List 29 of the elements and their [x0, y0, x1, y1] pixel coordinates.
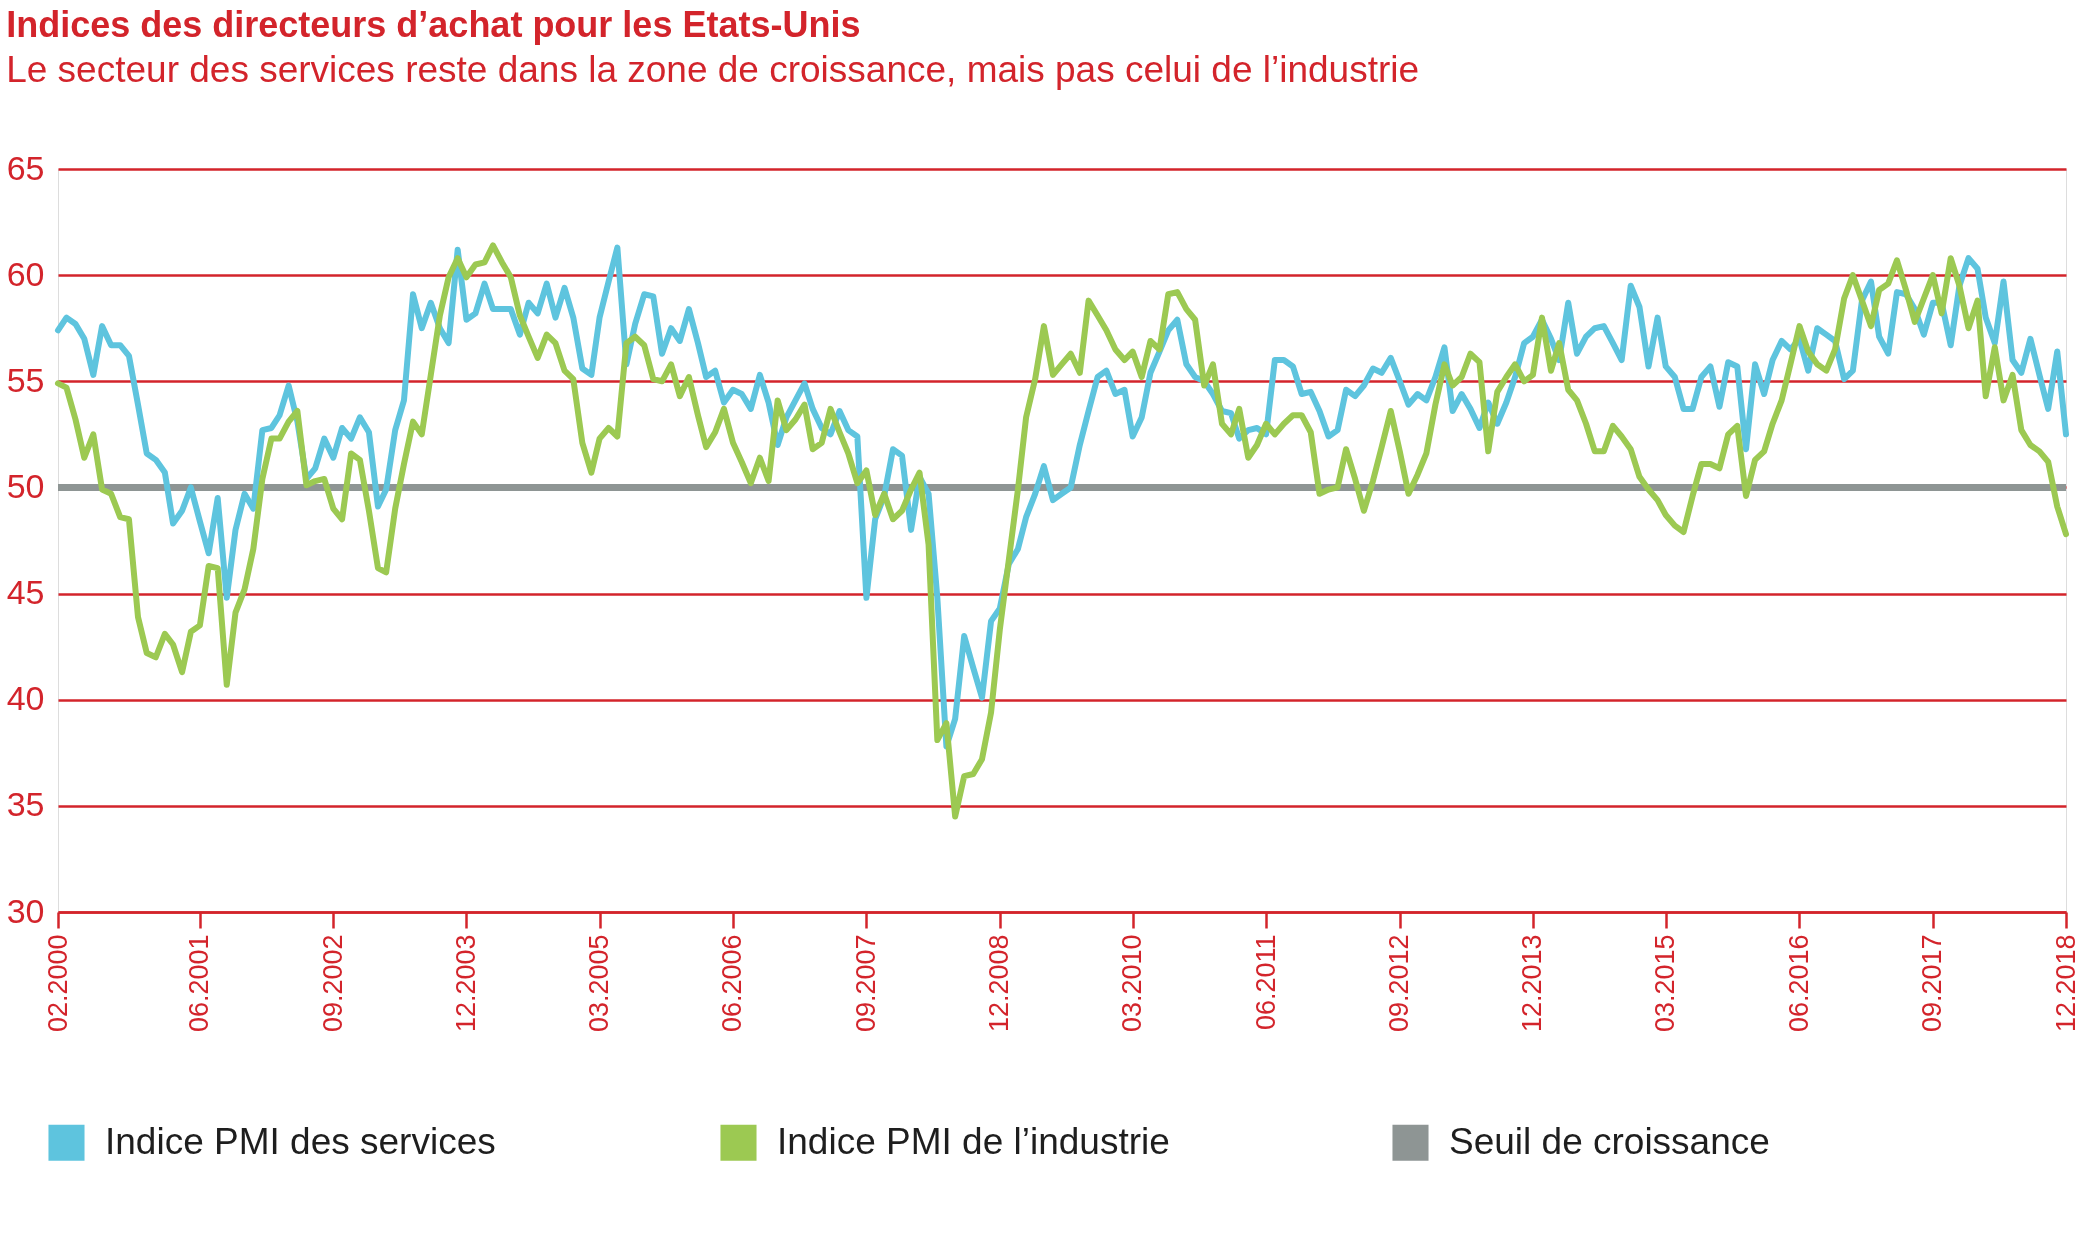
- chart-subtitle: Le secteur des services reste dans la zone de croissance, mais pas celui de l’industrie: [6, 49, 1420, 90]
- y-tick-label: 55: [6, 360, 45, 399]
- x-tick-label: 12.2018: [2050, 934, 2081, 1033]
- x-tick-label: 03.2005: [584, 934, 615, 1033]
- x-tick-label: 12.2003: [450, 934, 481, 1033]
- legend-label: Indice PMI des services: [105, 1120, 496, 1162]
- x-tick-label: 06.2006: [717, 934, 748, 1033]
- x-tick-label: 03.2010: [1117, 934, 1148, 1033]
- x-tick-label: 06.2011: [1250, 934, 1281, 1031]
- y-tick-label: 60: [6, 254, 45, 293]
- y-tick-label: 45: [6, 573, 45, 612]
- chart-title: Indices des directeurs d’achat pour les Etats-Unis: [6, 4, 861, 45]
- legend-label: Indice PMI de l’industrie: [777, 1120, 1170, 1162]
- x-tick-label: 06.2016: [1783, 934, 1814, 1033]
- x-tick-label: 06.2001: [184, 934, 215, 1033]
- x-tick-label: 12.2013: [1517, 934, 1548, 1033]
- x-tick-label: 09.2007: [850, 934, 881, 1033]
- legend-label: Seuil de croissance: [1449, 1120, 1770, 1162]
- x-tick-label: 02.2000: [42, 934, 73, 1033]
- x-tick-label: 09.2002: [317, 934, 348, 1033]
- y-tick-label: 65: [6, 148, 45, 187]
- x-tick-label: 12.2008: [984, 934, 1015, 1033]
- x-tick-label: 03.2015: [1650, 934, 1681, 1033]
- y-tick-label: 40: [6, 679, 45, 718]
- x-tick-label: 09.2012: [1384, 934, 1415, 1033]
- y-tick-label: 50: [6, 466, 45, 505]
- y-tick-label: 30: [6, 891, 45, 930]
- x-tick-label: 09.2017: [1917, 934, 1948, 1033]
- y-tick-label: 35: [6, 785, 45, 824]
